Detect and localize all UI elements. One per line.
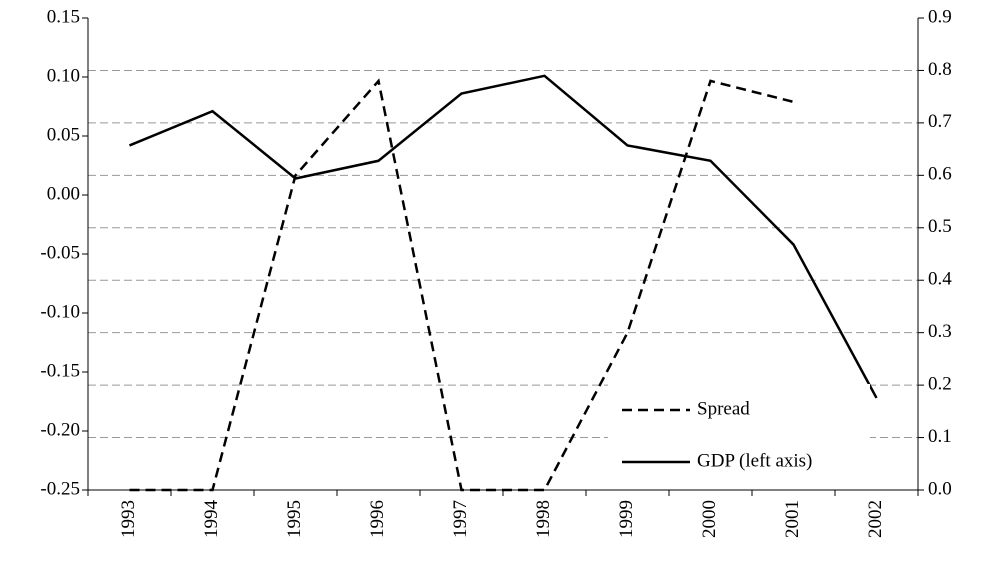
series-line (129, 78, 794, 492)
legend: Spread GDP (left axis) (608, 384, 870, 486)
x-tick-label: 2001 (782, 500, 803, 538)
x-tick-label: 1999 (616, 500, 637, 538)
series-line (129, 74, 878, 399)
y2-tick-label: 0.5 (928, 216, 952, 237)
y2-tick-label: 0.4 (928, 269, 952, 290)
y2-tick-label: 0.7 (928, 111, 952, 132)
y-tick-label: -0.10 (40, 301, 80, 322)
x-tick-label: 2002 (865, 500, 886, 538)
y-tick-label: 0.00 (47, 183, 80, 204)
legend-box (608, 384, 870, 486)
x-tick-label: 1998 (533, 500, 554, 538)
x-tick-label: 1993 (118, 500, 139, 538)
y2-tick-label: 0.2 (928, 373, 952, 394)
x-tick-label: 1997 (450, 500, 471, 538)
y-tick-label: 0.05 (47, 124, 80, 145)
y-tick-label: -0.15 (40, 360, 80, 381)
x-tick-label: 2000 (699, 500, 720, 538)
x-tick-label: 1996 (367, 500, 388, 538)
y-tick-label: 0.10 (47, 65, 80, 86)
y-tick-label: -0.05 (40, 242, 80, 263)
y2-tick-label: 0.0 (928, 478, 952, 499)
y2-tick-label: 0.3 (928, 321, 952, 342)
y-tick-label: -0.20 (40, 419, 80, 440)
y2-tick-label: 0.6 (928, 164, 952, 185)
legend-label: GDP (left axis) (697, 450, 812, 471)
x-tick-label: 1995 (284, 500, 305, 538)
y2-tick-label: 0.1 (928, 426, 952, 447)
legend-label: Spread (697, 398, 750, 419)
x-tick-label: 1994 (201, 500, 222, 539)
y2-tick-label: 0.8 (928, 59, 952, 80)
y-tick-label: -0.25 (40, 478, 80, 499)
y2-tick-label: 0.9 (928, 6, 952, 27)
y-tick-label: 0.15 (47, 6, 80, 27)
